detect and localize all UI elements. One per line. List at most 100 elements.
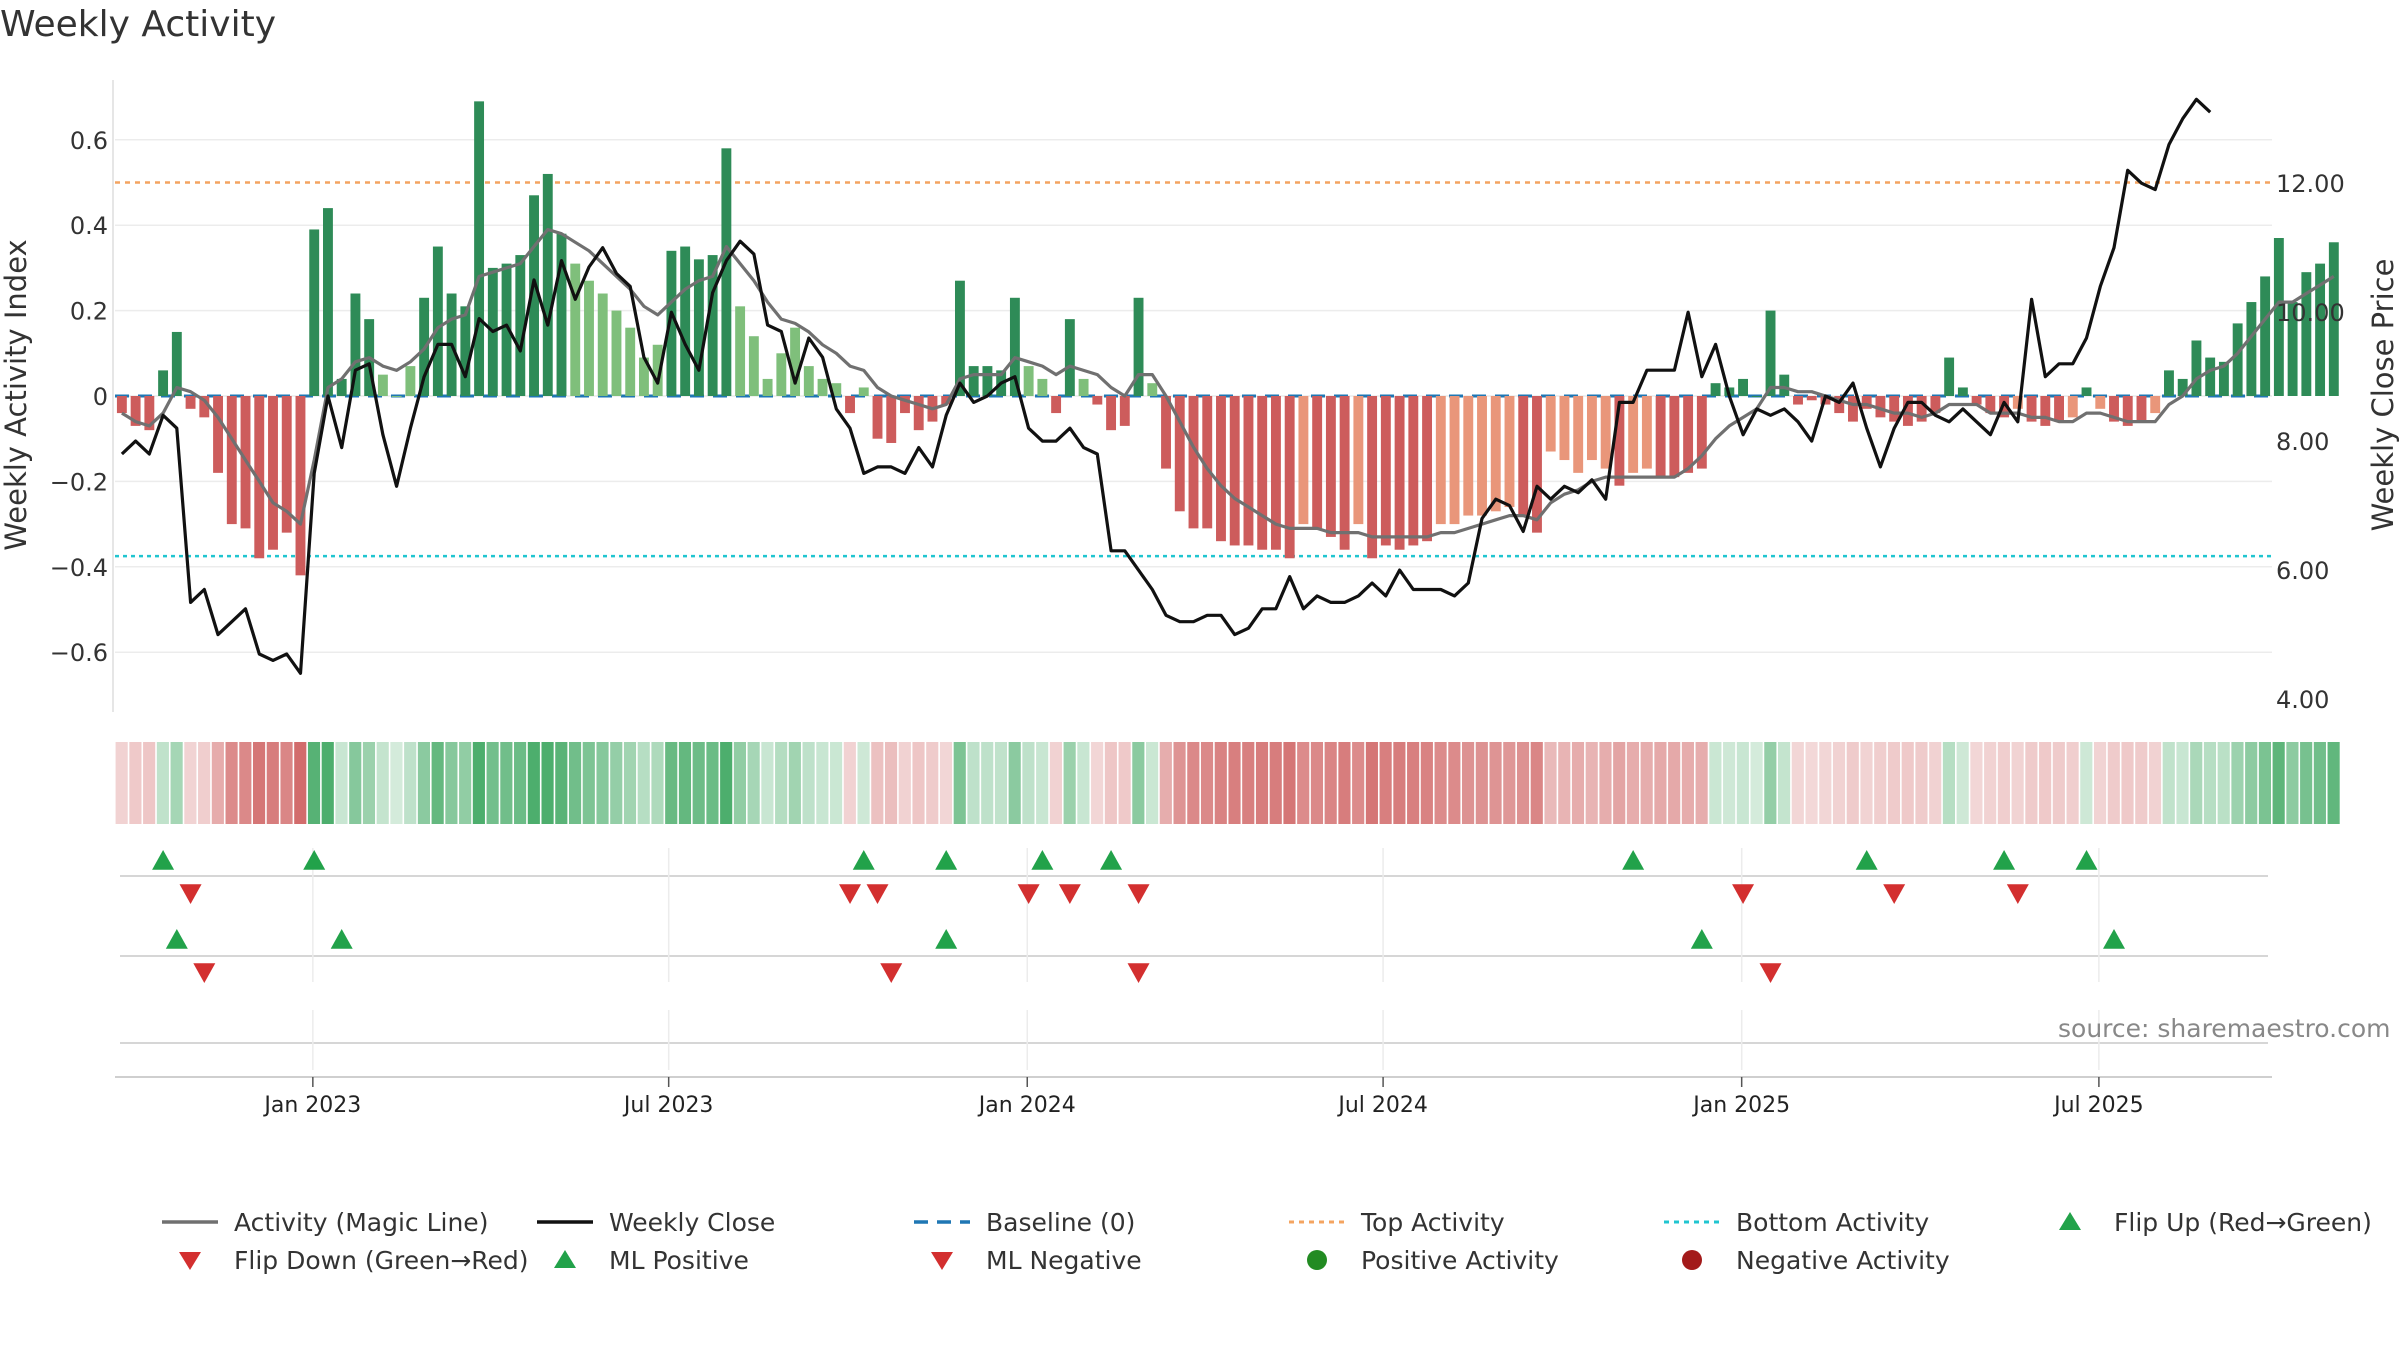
activity-bar [680, 246, 691, 396]
activity-bar [1092, 396, 1103, 405]
flip-up-marker [152, 850, 175, 870]
activity-bar [213, 396, 223, 473]
legend-label: Top Activity [1361, 1207, 1505, 1237]
heat-strip-cell [830, 742, 843, 824]
heat-strip-cell [1118, 742, 1131, 824]
heat-strip-cell [486, 742, 499, 824]
heat-strip-cell [239, 742, 252, 824]
activity-bar [858, 387, 869, 396]
activity-bar [1834, 396, 1845, 414]
activity-bar [872, 396, 883, 439]
activity-bar [1435, 396, 1446, 525]
heat-strip-cell [1489, 742, 1502, 824]
heat-strip-cell [1022, 742, 1035, 824]
legend-item: Top Activity [1287, 1205, 1505, 1239]
activity-bar [405, 366, 416, 396]
legend-label: ML Negative [986, 1245, 1142, 1275]
heat-strip-cell [1901, 742, 1914, 824]
heat-strip-cell [2272, 742, 2285, 824]
activity-bar [1532, 396, 1542, 533]
activity-bar [1600, 396, 1611, 469]
activity-bar [116, 396, 127, 414]
heat-strip-cell [912, 742, 925, 824]
heat-strip-cell [2093, 742, 2107, 824]
heat-strip-cell [1393, 742, 1406, 824]
activity-bar [817, 378, 828, 396]
activity-bar [1216, 396, 1226, 542]
ml-positive-marker [2103, 929, 2126, 949]
activity-bar [1380, 396, 1391, 546]
x-tick-label: Jul 2025 [2052, 1093, 2144, 1118]
activity-bar [529, 195, 539, 396]
activity-bar [1793, 396, 1803, 405]
activity-bar [1944, 357, 1955, 396]
activity-bar [1133, 297, 1144, 396]
activity-bar [2067, 396, 2078, 418]
activity-bar [1518, 396, 1529, 516]
heat-strip-cell [843, 742, 856, 824]
activity-bar [144, 396, 155, 431]
x-tick-label: Jan 2025 [1691, 1093, 1790, 1118]
activity-bar [1683, 396, 1694, 473]
legend-swatch-line [162, 1220, 218, 1224]
activity-bar [2273, 238, 2284, 396]
legend-swatch-triangle-down [931, 1252, 953, 1270]
activity-bar [790, 327, 801, 396]
heat-strip-cell [1091, 742, 1104, 824]
heat-strip-cell [1297, 742, 1310, 824]
flip-down-marker [866, 884, 889, 904]
activity-bar [1586, 396, 1597, 461]
heat-strip-cell [500, 742, 513, 824]
activity-bar [584, 280, 594, 396]
activity-bar [748, 336, 759, 396]
y-tick-label: 0.4 [70, 212, 108, 240]
heat-strip-cell [1242, 742, 1255, 824]
heat-strip-cell [335, 742, 348, 824]
heat-strip-cell [1544, 742, 1557, 824]
activity-bar [954, 280, 965, 396]
heat-strip-cell [1214, 742, 1227, 824]
heat-strip-cell [1942, 742, 1956, 824]
heat-strip-cell [1778, 742, 1791, 824]
heat-strip-cell [1956, 742, 1969, 824]
legend-item: Activity (Magic Line) [160, 1205, 488, 1239]
heat-strip-cell [994, 742, 1008, 824]
heat-strip-cell [1187, 742, 1200, 824]
heat-strip-cell [252, 742, 266, 824]
activity-bar [1655, 396, 1666, 478]
heat-strip-cell [143, 742, 156, 824]
heat-strip-cell [1407, 742, 1420, 824]
heat-strip-cell [1283, 742, 1296, 824]
heat-strip-cell [266, 742, 279, 824]
heat-strip-cell [2258, 742, 2271, 824]
y-tick-label: −0.6 [50, 639, 108, 667]
heat-strip-cell [1104, 742, 1117, 824]
heat-strip-cell [2231, 742, 2244, 824]
heat-strip-cell [857, 742, 870, 824]
activity-bar [268, 396, 278, 550]
heat-strip-cell [871, 742, 884, 824]
heat-strip-cell [1173, 742, 1186, 824]
heat-strip-cell [1832, 742, 1846, 824]
heat-strip-cell [2148, 742, 2162, 824]
heat-strip-cell [665, 742, 678, 824]
heat-strip-cell [1063, 742, 1076, 824]
activity-bar [721, 148, 732, 396]
activity-bar [625, 327, 636, 396]
heat-strip-cell [1132, 742, 1145, 824]
activity-bar [1422, 396, 1433, 542]
activity-bar [1367, 396, 1378, 559]
heat-strip-cell [939, 742, 953, 824]
activity-bar [900, 396, 910, 414]
magic-line-series [121, 227, 2335, 539]
heat-strip-cell [1200, 742, 1214, 824]
activity-bar [556, 233, 567, 396]
heat-strip-cell [1146, 742, 1159, 824]
heat-strip-cell [596, 742, 609, 824]
activity-bar [323, 208, 333, 396]
heat-strip-cell [129, 742, 142, 824]
activity-heat-strip [115, 742, 2340, 824]
y-tick-label: 0.2 [70, 298, 108, 326]
ml-negative-marker [1759, 963, 1782, 983]
heat-strip-cell [1640, 742, 1653, 824]
